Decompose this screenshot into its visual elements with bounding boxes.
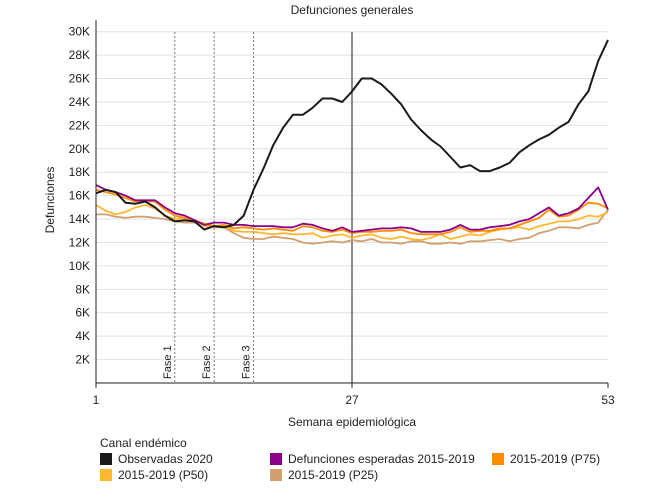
y-tick-label: 8K [75, 282, 90, 296]
legend-swatch [270, 453, 282, 465]
x-tick-label: 27 [345, 393, 359, 407]
y-tick-label: 4K [75, 329, 90, 343]
legend-label: 2015-2019 (P50) [118, 468, 209, 482]
x-tick-label: 53 [601, 393, 615, 407]
y-tick-label: 22K [69, 118, 90, 132]
series-line [95, 184, 609, 233]
legend-item: 2015-2019 (P25) [270, 468, 492, 482]
y-tick-labels: 2K 4K 6K 8K 10K 12K 14K 16K 18K 20K 22K 24K 26K 28K 30… [69, 25, 90, 367]
legend-item: 2015-2019 (P50) [100, 468, 270, 482]
y-tick-label: 30K [69, 25, 90, 39]
y-tick-label: 18K [69, 165, 90, 179]
legend: Canal endémico Observadas 2020 Defuncione… [100, 436, 640, 482]
legend-label: Observadas 2020 [118, 452, 213, 466]
legend-swatch [270, 469, 282, 481]
phase-label: Fase 2 [201, 345, 213, 379]
series-line [96, 209, 609, 245]
y-tick-label: 10K [69, 259, 90, 273]
x-axis-title: Semana epidemiológica [288, 415, 416, 429]
legend-item: 2015-2019 (P75) [492, 452, 622, 466]
series-lines [95, 39, 609, 245]
phase-label: Fase 1 [162, 345, 174, 379]
legend-item: Observadas 2020 [100, 452, 270, 466]
series-line [95, 204, 609, 242]
legend-title: Canal endémico [100, 436, 187, 450]
y-tick-label: 12K [69, 235, 90, 249]
x-tick-label: 1 [93, 393, 100, 407]
axes [95, 20, 609, 388]
x-tick-labels: 1 27 53 [93, 393, 615, 407]
chart-area: Defunciones generales Fase 1 Fase 2 Fase 3… [43, 3, 615, 429]
y-axis-title: Defunciones [43, 167, 57, 234]
y-tick-label: 20K [69, 142, 90, 156]
y-tick-label: 2K [75, 353, 90, 367]
legend-item: Defunciones esperadas 2015-2019 [270, 452, 492, 466]
y-tick-label: 24K [69, 95, 90, 109]
y-tick-label: 14K [69, 212, 90, 226]
legend-swatch [100, 469, 112, 481]
series-line [95, 188, 609, 236]
y-tick-label: 26K [69, 72, 90, 86]
phase-label: Fase 3 [241, 345, 253, 379]
legend-label: 2015-2019 (P25) [288, 468, 379, 482]
y-tick-label: 16K [69, 189, 90, 203]
legend-swatch [100, 453, 112, 465]
series-line [95, 39, 609, 231]
legend-items: Observadas 2020 Defunciones esperadas 201… [100, 452, 640, 482]
y-tick-label: 6K [75, 306, 90, 320]
y-tick-label: 28K [69, 48, 90, 62]
legend-label: Defunciones esperadas 2015-2019 [288, 452, 475, 466]
chart-title: Defunciones generales [291, 3, 414, 17]
phase-lines: Fase 1 Fase 2 Fase 3 [162, 32, 353, 383]
legend-swatch [492, 453, 504, 465]
legend-label: 2015-2019 (P75) [510, 452, 601, 466]
